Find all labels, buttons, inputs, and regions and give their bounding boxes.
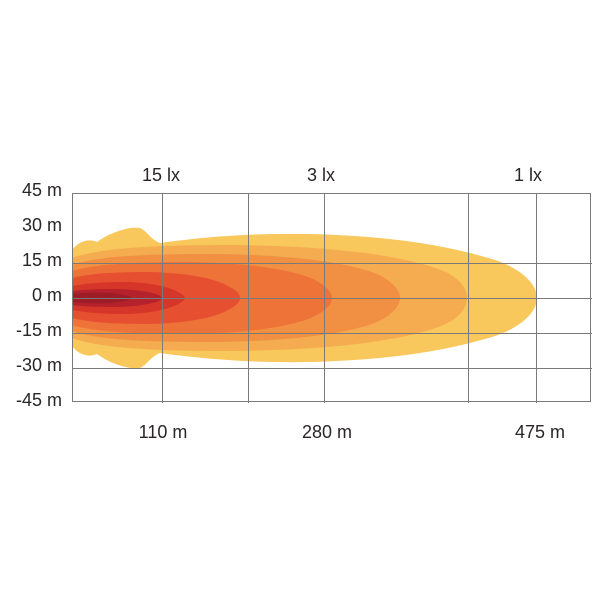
- y-tick-minus30m: -30 m: [15, 355, 62, 375]
- y-tick-minus45m: -45 m: [15, 390, 62, 410]
- plot-border: [72, 193, 591, 402]
- top-tick-3lx: 3 lx: [306, 165, 335, 185]
- bottom-tick-110m: 110 m: [138, 422, 188, 442]
- gridline-h-minus15m: [72, 333, 592, 334]
- y-tick-30m: 30 m: [21, 215, 62, 235]
- top-tick-1lx: 1 lx: [513, 165, 542, 185]
- bottom-tick-475m: 475 m: [514, 422, 566, 442]
- gridline-h-minus30m: [72, 368, 592, 369]
- y-tick-0m: 0 m: [31, 285, 62, 305]
- y-tick-15m: 15 m: [21, 250, 62, 270]
- gridline-h-15m: [72, 263, 592, 264]
- top-tick-15lx: 15 lx: [141, 165, 181, 185]
- y-tick-minus15m: -15 m: [15, 320, 62, 340]
- bottom-tick-280m: 280 m: [301, 422, 353, 442]
- y-tick-45m: 45 m: [21, 180, 62, 200]
- gridline-h-0m: [72, 298, 592, 299]
